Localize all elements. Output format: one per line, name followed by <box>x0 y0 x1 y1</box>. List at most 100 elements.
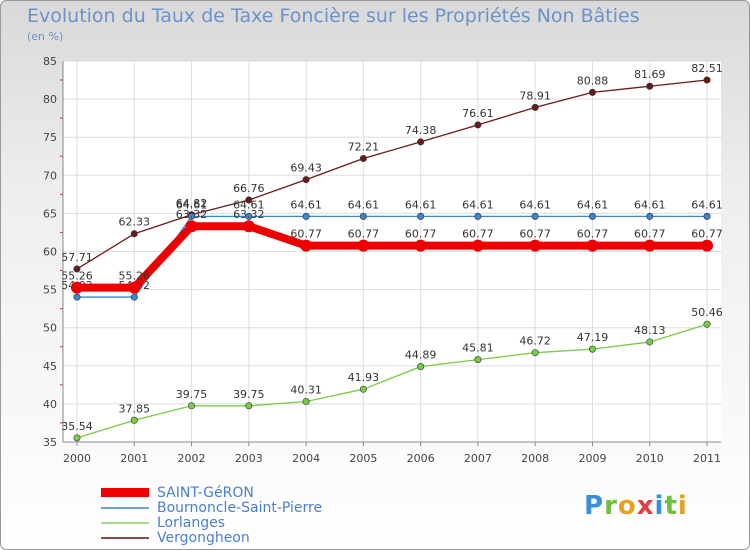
data-label: 60.77 <box>290 228 322 241</box>
y-tick-label: 75 <box>43 131 57 144</box>
data-point <box>529 239 542 252</box>
data-label: 46.72 <box>519 335 551 348</box>
y-tick-label: 45 <box>43 360 57 373</box>
series-lorlanges: 35.54 37.85 39.75 39.75 40.31 41.93 44.89 45.81… <box>61 306 723 442</box>
y-tick-label: 70 <box>43 169 57 182</box>
data-label: 64.61 <box>634 198 666 211</box>
legend-item-bournoncle-saint-pierre: Bournoncle-Saint-Pierre <box>101 499 323 516</box>
data-label: 37.85 <box>119 402 151 415</box>
data-point <box>359 385 367 393</box>
series-line-lorlanges <box>76 323 708 439</box>
data-point <box>73 265 81 273</box>
data-point <box>130 416 138 424</box>
data-label: 60.77 <box>519 228 551 241</box>
data-point <box>73 293 81 301</box>
data-label: 35.54 <box>61 420 93 433</box>
data-label: 60.77 <box>462 228 494 241</box>
data-point <box>531 103 539 111</box>
data-label: 64.61 <box>176 198 208 211</box>
x-tick-label: 2006 <box>407 452 435 465</box>
data-label: 64.61 <box>233 198 265 211</box>
data-point <box>474 212 482 220</box>
data-point <box>130 293 138 301</box>
data-label: 76.61 <box>462 107 494 120</box>
data-point <box>73 434 81 442</box>
x-tick-label: 2008 <box>521 452 549 465</box>
y-tick-label: 85 <box>43 55 57 68</box>
y-tick-label: 35 <box>43 436 57 449</box>
y-tick-label: 60 <box>43 246 57 259</box>
data-point <box>474 356 482 364</box>
data-label: 60.77 <box>634 228 666 241</box>
data-point <box>703 212 711 220</box>
data-label: 63.32 <box>233 208 265 221</box>
data-label: 64.61 <box>462 198 494 211</box>
x-tick-label: 2001 <box>120 452 148 465</box>
data-point <box>302 398 310 406</box>
data-point <box>646 82 654 90</box>
data-point <box>531 212 539 220</box>
data-label: 69.43 <box>290 162 322 175</box>
data-point <box>245 402 253 410</box>
data-label: 55.26 <box>119 270 151 283</box>
x-tick-label: 2000 <box>63 452 91 465</box>
data-label: 41.93 <box>348 371 380 384</box>
data-point <box>643 239 656 252</box>
data-label: 64.82 <box>176 197 208 210</box>
data-label: 60.77 <box>348 228 380 241</box>
data-label: 64.61 <box>405 198 437 211</box>
data-point <box>188 402 196 410</box>
data-label: 62.33 <box>119 216 151 229</box>
x-tick-label: 2009 <box>578 452 606 465</box>
data-point <box>188 212 196 220</box>
x-tick-label: 2005 <box>349 452 377 465</box>
data-label: 81.69 <box>634 68 666 81</box>
x-tick-label: 2002 <box>178 452 206 465</box>
data-point <box>242 220 255 233</box>
data-point <box>646 338 654 346</box>
data-label: 45.81 <box>462 342 494 355</box>
data-label: 39.75 <box>233 388 265 401</box>
y-tick-label: 80 <box>43 93 57 106</box>
data-point <box>701 239 713 252</box>
data-label: 50.46 <box>691 306 723 319</box>
data-point <box>245 196 253 204</box>
data-point <box>588 345 596 353</box>
legend-item-vergongheon: Vergongheon <box>101 530 322 546</box>
y-tick-label: 50 <box>43 322 57 335</box>
data-label: 78.91 <box>519 89 551 102</box>
data-point <box>185 220 198 233</box>
data-point <box>245 212 253 220</box>
x-tick-label: 2010 <box>636 452 664 465</box>
data-label: 48.13 <box>634 324 666 337</box>
legend-swatch <box>101 506 149 509</box>
data-label: 47.19 <box>577 331 609 344</box>
data-label: 63.32 <box>176 208 208 221</box>
data-label: 60.77 <box>691 228 723 241</box>
y-unit-label: (en %) <box>27 30 64 43</box>
x-tick-label: 2011 <box>693 452 721 465</box>
data-point <box>130 230 138 238</box>
y-tick-label: 65 <box>43 207 57 220</box>
x-tick-label: 2007 <box>464 452 492 465</box>
data-label: 55.26 <box>61 270 93 283</box>
data-label: 44.89 <box>405 349 437 362</box>
data-point <box>359 154 367 162</box>
data-point <box>646 212 654 220</box>
y-tick-label: 40 <box>43 398 57 411</box>
data-label: 57.71 <box>61 251 93 264</box>
legend-swatch <box>101 488 149 497</box>
x-tick-label: 2003 <box>235 452 263 465</box>
legend-label: Bournoncle-Saint-Pierre <box>157 499 323 516</box>
data-point <box>531 349 539 357</box>
data-point <box>703 320 711 328</box>
y-tick-label: 55 <box>43 284 57 297</box>
data-label: 80.88 <box>577 74 609 87</box>
data-point <box>588 212 596 220</box>
chart-legend: SAINT-GéRON Bournoncle-Saint-Pierre Lorlan… <box>101 485 323 546</box>
data-label: 64.61 <box>577 198 609 211</box>
data-point <box>586 239 599 252</box>
data-point <box>471 239 484 252</box>
